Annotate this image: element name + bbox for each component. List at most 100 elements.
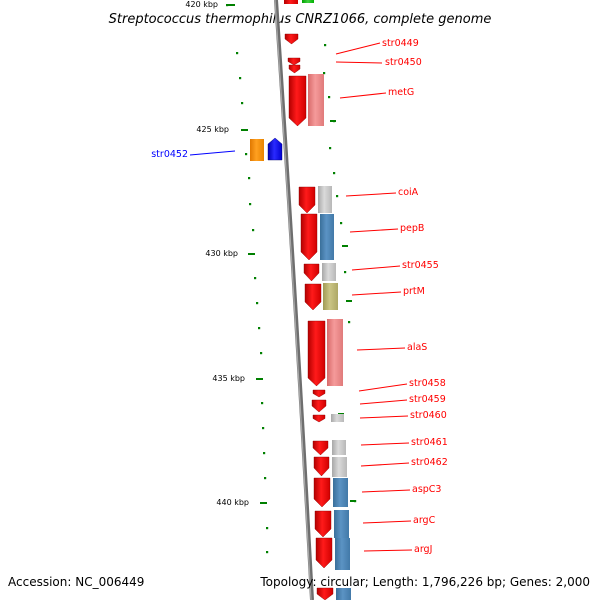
gene-arrow[interactable] [312,440,329,456]
gene-arrow[interactable] [300,213,318,261]
gene-label-aspc3[interactable]: aspC3 [412,484,441,495]
gene-arrow[interactable] [303,263,320,282]
scale-tick [248,177,251,180]
gene-label-str0452[interactable]: str0452 [151,149,188,160]
gene-label-str0460[interactable]: str0460 [410,410,447,421]
gene-leader-line [351,291,402,296]
gene-leader-line [349,228,399,233]
gene-arrow[interactable] [314,510,332,538]
gene-leader-line [351,265,401,271]
gene-arrow[interactable] [307,320,326,387]
gene-label-pepb[interactable]: pepB [400,223,424,234]
cog-category-block [331,414,344,422]
gene-label-alas[interactable]: alaS [407,342,427,353]
gene-arrow[interactable] [284,33,299,45]
scale-tick [236,52,239,55]
gene-label-str0450[interactable]: str0450 [385,57,422,68]
cog-category-block [333,478,348,507]
scale-tick [245,153,248,156]
cog-category-block [332,457,347,477]
scale-tick [336,195,339,198]
scale-tick [249,203,252,206]
scale-tick [262,427,265,430]
feature-fragment-top-green [302,0,314,3]
gene-arrow[interactable] [298,186,316,214]
accession-label: Accession: NC_006449 [8,575,144,589]
scale-major-tick [260,502,267,504]
scale-tick [258,327,261,330]
gene-label-prtm[interactable]: prtM [403,286,425,297]
gene-label-str0462[interactable]: str0462 [411,457,448,468]
scale-tick [346,300,352,302]
gene-label-argj[interactable]: argJ [414,544,432,555]
gene-label-argc[interactable]: argC [413,515,436,526]
gene-arrow[interactable] [267,137,283,161]
gene-leader-line [363,549,413,552]
scale-tick [254,277,257,280]
kbp-label: 440 kbp [216,498,249,507]
gene-arrow[interactable] [311,399,327,413]
gene-leader-line [358,383,408,392]
gene-arrow[interactable] [287,57,301,66]
kbp-scale-labels: 420 kbp 425 kbp 430 kbp 435 kbp 440 kbp [185,0,249,507]
scale-tick [264,477,267,480]
kbp-label: 420 kbp [185,0,218,9]
scale-tick [263,452,266,455]
gene-label-metg[interactable]: metG [388,87,414,98]
scale-tick [329,147,332,150]
scale-tick [266,551,269,554]
cog-category-block [332,440,346,455]
scale-major-tick [228,4,235,6]
scale-tick [266,527,269,530]
map-title: Streptococcus thermophilus CNRZ1066, com… [109,12,492,27]
gene-arrow[interactable] [313,477,331,508]
scale-tick [323,72,326,75]
gene-arrow[interactable] [304,283,322,311]
gene-arrow[interactable] [315,537,333,569]
scale-major-tick [241,129,248,131]
gene-leader-line [335,42,381,55]
scale-tick [342,245,348,247]
gene-label-str0459[interactable]: str0459 [409,394,446,405]
scale-major-tick [248,253,255,255]
scale-tick [340,222,343,225]
cog-category-block [320,214,334,260]
scale-tick [241,102,244,105]
gene-arrow[interactable] [288,75,307,127]
scale-tick [239,77,242,80]
gene-arrow[interactable] [288,64,301,74]
genome-backbone [274,0,314,600]
cog-category-block [336,588,351,600]
gene-leader-line [362,520,412,524]
scale-tick [344,271,347,274]
gene-leader-line [360,462,410,467]
gene-label-str0458[interactable]: str0458 [409,378,446,389]
gene-leader-line [189,150,236,156]
gene-label-str0455[interactable]: str0455 [402,260,439,271]
gene-arrow[interactable] [316,587,334,600]
gene-leader-line [335,61,383,64]
cog-category-block [327,319,343,386]
gene-leader-line [359,415,409,419]
kbp-label: 435 kbp [212,374,245,383]
gene-leader-line [360,442,410,446]
gene-arrow[interactable] [313,456,330,477]
scale-tick [261,402,264,405]
scale-tick [350,500,356,502]
gene-arrow[interactable] [312,414,326,423]
scale-tick [256,302,259,305]
gene-label-coia[interactable]: coiA [398,187,419,198]
cog-category-block [308,74,324,126]
topology-label: Topology: circular; Length: 1,796,226 bp… [259,575,590,589]
cog-category-block [250,139,264,161]
gene-leader-line [345,192,397,197]
gene-arrow[interactable] [312,389,326,398]
scale-tick [328,96,331,99]
gene-label-str0449[interactable]: str0449 [382,38,419,49]
gene-label-str0461[interactable]: str0461 [411,437,448,448]
scale-tick [226,4,229,7]
cog-category-block [335,538,350,570]
scale-tick [324,44,327,47]
genome-backbone-highlight [274,0,312,600]
